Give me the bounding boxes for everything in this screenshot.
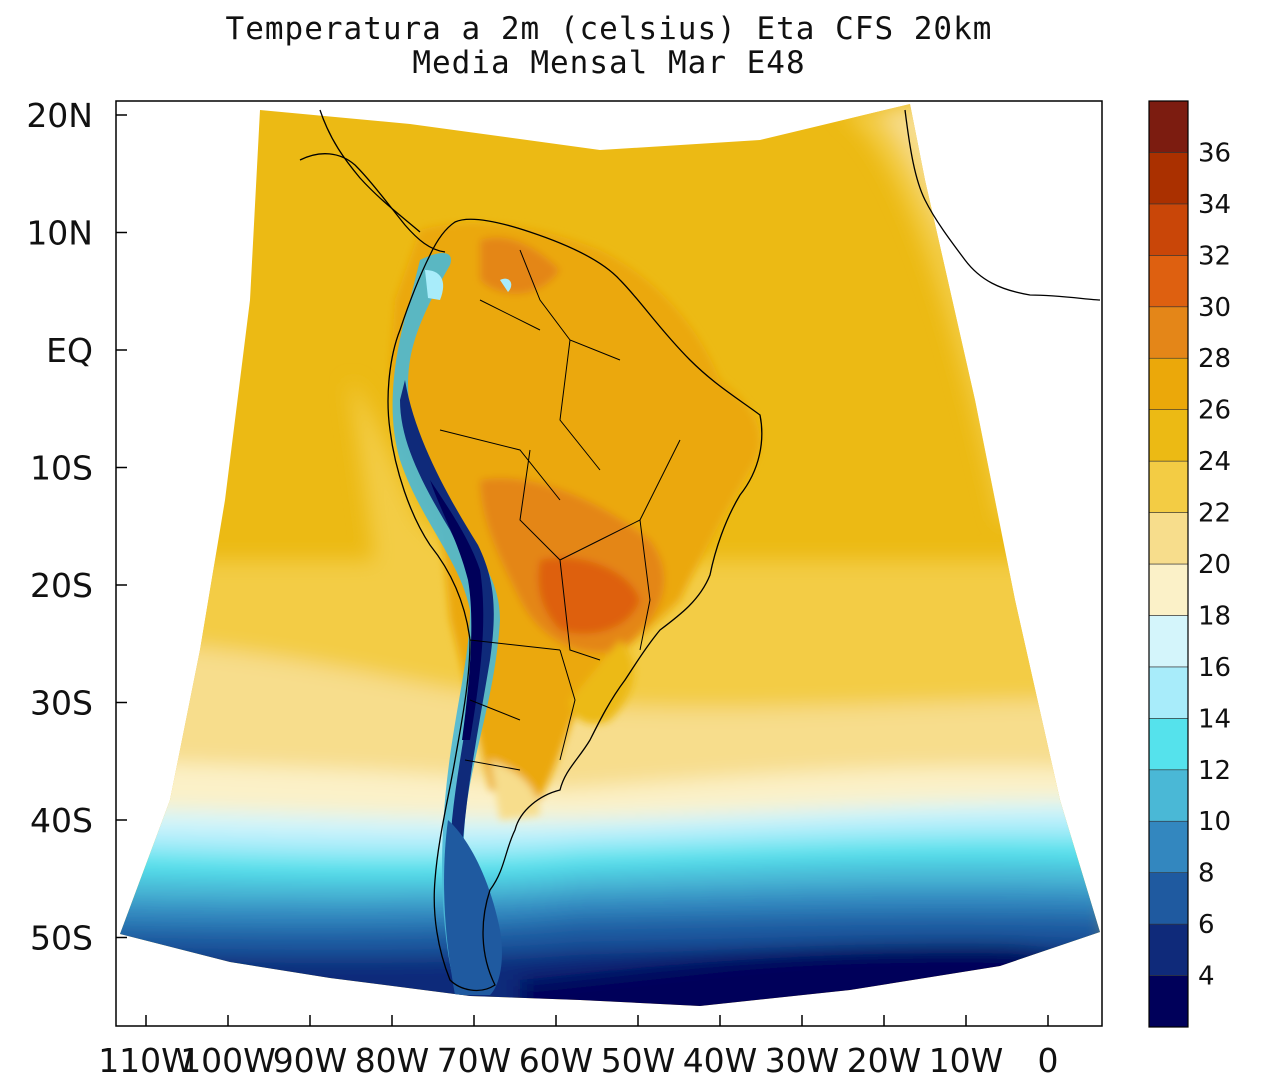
colorbar-label: 14 <box>1198 704 1231 734</box>
lat-tick-label: EQ <box>46 331 93 370</box>
title-line-1: Temperatura a 2m (celsius) Eta CFS 20km <box>225 11 993 47</box>
colorbar-label: 22 <box>1198 499 1231 529</box>
latitude-axis: 20N 10N EQ 10S 20S 30S 40S 50S <box>26 96 127 958</box>
south-america-coastline <box>387 218 763 992</box>
lon-tick-label: 30W <box>765 1041 840 1080</box>
lon-tick-label: 90W <box>273 1041 348 1080</box>
colorbar-swatch <box>1148 820 1189 873</box>
lat-tick-label: 30S <box>30 684 93 723</box>
lat-tick-label: 40S <box>30 801 93 840</box>
colorbar-label: 4 <box>1198 962 1215 992</box>
country-borders <box>439 249 681 771</box>
lon-tick-label: 50W <box>601 1041 676 1080</box>
africa-coast <box>904 109 1101 301</box>
colorbar-swatch <box>1148 563 1189 616</box>
colorbar-swatch <box>1148 718 1189 771</box>
lat-tick-label: 10S <box>30 449 93 488</box>
colorbar-label: 34 <box>1198 190 1231 220</box>
lon-tick-label: 20W <box>847 1041 922 1080</box>
lon-tick-label: 100W <box>180 1041 276 1080</box>
colorbar-label: 18 <box>1198 601 1231 631</box>
coastlines <box>299 109 1101 992</box>
temperature-field <box>120 104 1100 1006</box>
lon-tick-label: 70W <box>437 1041 512 1080</box>
colorbar-swatch <box>1148 409 1189 462</box>
colorbar-label: 10 <box>1198 807 1231 837</box>
lat-tick-label: 50S <box>30 919 93 958</box>
lon-tick-label: 60W <box>519 1041 594 1080</box>
central-america-north <box>319 109 421 233</box>
colorbar-swatch <box>1148 100 1189 153</box>
colorbar-label: 12 <box>1198 756 1231 786</box>
colorbar-label: 30 <box>1198 293 1231 323</box>
colorbar: 4 6 8 10 12 14 16 18 20 22 24 26 28 30 32 34 36 <box>1148 100 1231 1028</box>
colorbar-label: 16 <box>1198 653 1231 683</box>
lat-tick-label: 20N <box>26 96 93 135</box>
colorbar-label: 8 <box>1198 859 1215 889</box>
colorbar-swatch <box>1148 512 1189 565</box>
colorbar-label: 28 <box>1198 344 1231 374</box>
lon-tick-label: 80W <box>355 1041 430 1080</box>
colorbar-label: 36 <box>1198 138 1231 168</box>
lat-tick-label: 20S <box>30 566 93 605</box>
colorbar-swatch <box>1148 615 1189 668</box>
colorbar-swatch <box>1148 460 1189 513</box>
central-america-coast <box>299 153 446 253</box>
colorbar-swatch <box>1148 255 1189 308</box>
colorbar-label: 26 <box>1198 396 1231 426</box>
plot-title: Temperatura a 2m (celsius) Eta CFS 20km … <box>116 12 1102 80</box>
lat-tick-label: 10N <box>26 214 93 253</box>
lon-tick-label: 40W <box>683 1041 758 1080</box>
colorbar-swatch <box>1148 923 1189 976</box>
colorbar-swatch <box>1148 666 1189 719</box>
colorbar-swatch <box>1148 152 1189 205</box>
colorbar-swatch <box>1148 357 1189 410</box>
colorbar-label: 20 <box>1198 550 1231 580</box>
colorbar-swatch <box>1148 769 1189 822</box>
colorbar-label: 6 <box>1198 910 1215 940</box>
colorbar-swatch <box>1148 203 1189 256</box>
plot-frame <box>115 100 1103 1027</box>
colorbar-label: 32 <box>1198 241 1231 271</box>
colorbar-swatch <box>1148 306 1189 359</box>
colorbar-swatch <box>1148 872 1189 925</box>
lon-tick-label: 110W <box>98 1041 194 1080</box>
colorbar-label: 24 <box>1198 447 1231 477</box>
colorbar-swatch <box>1148 975 1189 1028</box>
title-line-2: Media Mensal Mar E48 <box>412 45 806 81</box>
lon-tick-label: 10W <box>929 1041 1004 1080</box>
lon-tick-label: 0 <box>1038 1041 1059 1080</box>
